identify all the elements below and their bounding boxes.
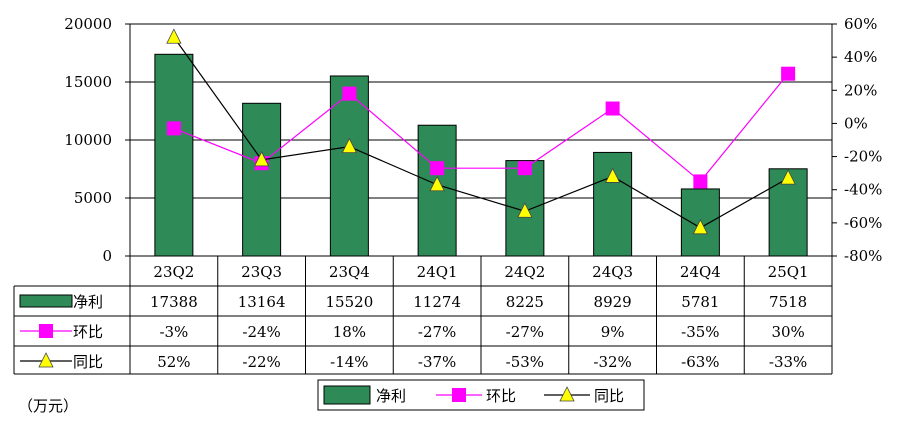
cell-环比-24Q4: -35% [681,323,719,341]
marker-同比-24Q1 [429,175,445,192]
legend-label-净利: 净利 [376,387,406,405]
cell-同比-24Q3: -32% [593,353,631,371]
cell-环比-24Q1: -27% [418,323,456,341]
y-left-tick-label: 0 [102,247,112,265]
y-left-tick-label: 10000 [64,131,112,149]
cell-净利-23Q4: 15520 [326,293,374,311]
cell-净利-24Q4: 5781 [681,293,719,311]
line-同比 [173,36,789,229]
category-label: 24Q3 [592,263,633,281]
category-label: 25Q1 [768,263,809,281]
cell-净利-24Q1: 11274 [413,293,461,311]
cell-净利-24Q2: 8225 [506,293,544,311]
legend: 净利 环比 同比 [317,379,645,411]
cell-同比-25Q1: -33% [769,353,807,371]
category-label: 23Q2 [153,263,194,281]
unit-note: （万元） [18,397,78,415]
cell-同比-24Q4: -63% [681,353,719,371]
cell-净利-23Q3: 13164 [238,293,286,311]
ratio-lines [166,28,796,235]
y-right-tick-label: -80% [844,247,882,265]
legend-key-marker-同比 [559,386,575,402]
marker-同比-24Q4 [692,218,709,235]
marker-环比-23Q2 [166,121,181,136]
gridlines [130,23,832,257]
category-label: 23Q3 [241,263,282,281]
category-label: 24Q1 [417,263,458,281]
legend-key-marker-环比 [452,388,466,402]
y-right-tick-label: -60% [844,214,882,232]
cell-环比-24Q3: 9% [601,323,625,341]
row-name-同比: 同比 [73,353,103,371]
cell-同比-23Q2: 52% [157,353,190,371]
cell-环比-24Q2: -27% [506,323,544,341]
data-table: 23Q2 23Q3 23Q4 24Q1 24Q2 24Q3 24Q4 25Q1 净利 17388 1… [13,255,833,375]
y-right-tick-label: -40% [844,181,882,199]
marker-环比-24Q2 [517,161,532,176]
cell-环比-23Q4: 18% [333,323,366,341]
y-right-tick-label: 40% [844,48,877,66]
marker-环比-24Q3 [605,101,620,116]
axes: 0 5000 10000 15000 20000 -80% -60% -40% -20% 0% 20… [64,15,882,265]
marker-同比-24Q3 [604,167,621,183]
row-name-净利: 净利 [73,293,103,311]
bar-23Q2 [154,53,194,257]
row-key-净利 [19,294,73,308]
cell-同比-23Q4: -14% [330,353,368,371]
marker-同比-25Q1 [780,169,796,185]
marker-同比-23Q3 [253,150,270,167]
cell-净利-25Q1: 7518 [769,293,807,311]
y-left-tick-label: 20000 [64,15,112,33]
marker-环比-24Q1 [430,161,445,176]
cell-净利-24Q3: 8929 [594,293,632,311]
cell-环比-23Q2: -3% [159,323,188,341]
row-name-环比: 环比 [73,323,103,341]
y-left-tick-label: 5000 [74,189,112,207]
y-left-tick-label: 15000 [64,73,112,91]
y-right-tick-label: 0% [844,114,868,132]
row-key-marker-同比 [38,352,54,368]
marker-环比-24Q4 [693,174,708,189]
y-right-tick-label: 60% [844,15,877,33]
bar-23Q3 [242,102,282,257]
net-profit-bars [154,53,808,257]
cell-同比-23Q3: -22% [242,353,280,371]
y-right-tick-label: -20% [844,148,882,166]
legend-label-环比: 环比 [486,387,516,405]
bar-23Q4 [329,75,369,257]
marker-同比-24Q2 [517,202,533,218]
y-right-tick-label: 20% [844,81,877,99]
marker-同比-23Q4 [341,137,358,154]
category-label: 24Q4 [680,263,721,281]
cell-净利-23Q2: 17388 [150,293,198,311]
marker-同比-23Q2 [166,28,182,44]
category-label: 23Q4 [329,263,370,281]
cell-环比-23Q3: -24% [242,323,280,341]
cell-同比-24Q1: -37% [418,353,456,371]
category-label: 24Q2 [504,263,545,281]
cell-同比-24Q2: -53% [506,353,544,371]
legend-label-同比: 同比 [594,387,624,405]
row-key-marker-环比 [39,324,53,338]
line-环比 [173,73,789,183]
cell-环比-25Q1: 30% [771,323,804,341]
marker-环比-23Q4 [342,86,357,101]
legend-key-净利 [323,385,371,405]
marker-环比-25Q1 [781,66,796,81]
